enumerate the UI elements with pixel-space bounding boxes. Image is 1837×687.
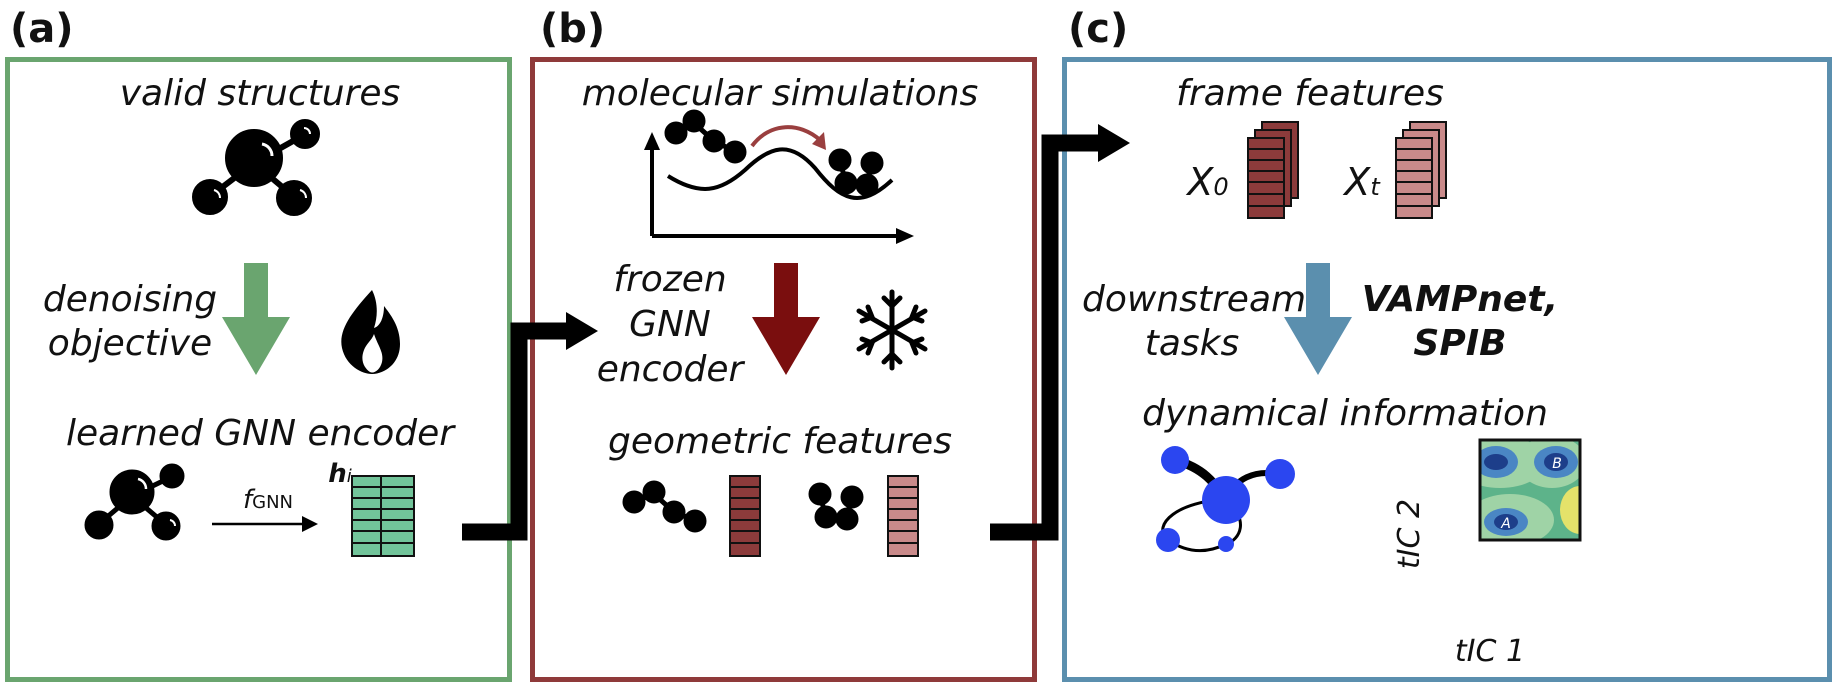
frame-features-label: frame features [1176,73,1444,114]
folded-molecule-bottom-icon [808,482,864,531]
tasks-label: tasks [1144,323,1240,364]
f-gnn-label: fGNN [218,478,318,525]
x0-label: X0 [1168,160,1248,209]
panel-a-letter: (a) [10,6,74,52]
fgnn-arrow-icon [212,516,318,532]
x0-feature-stack-icon [1247,121,1299,219]
chain-molecule-bottom-icon [622,480,707,533]
tic-free-energy-map-icon [1478,438,1582,542]
f-gnn-sub: GNN [252,492,294,513]
encoder-label: encoder [596,349,744,390]
learned-gnn-encoder-label: learned GNN encoder [65,413,455,454]
panel-b-letter: (b) [540,6,606,52]
learned-feature-grid-icon [351,475,415,557]
feature-vector-dark-icon [729,475,761,557]
h-i-label: hi [310,452,370,499]
downstream-arrow-icon [1284,263,1352,375]
feature-vector-light-icon [887,475,919,557]
vampnet-label: VAMPnet, [1361,279,1559,320]
h-main: h [328,459,347,489]
denoising-label: denoising [42,279,218,320]
energy-landscape-plot-icon [644,125,914,244]
xt-main: X [1344,160,1371,204]
connector-a-b-icon [462,312,598,541]
panel-c-frame [1062,57,1832,682]
folded-molecule-top-icon [828,148,884,197]
h-sub: i [346,466,352,487]
geometric-features-label: geometric features [608,421,952,462]
downstream-label: downstream [1082,279,1307,320]
molecule-large-icon [192,119,320,216]
frozen-label: frozen [613,259,727,300]
state-b-label: B [1552,456,1562,472]
xt-sub: t [1370,173,1380,201]
molecule-small-icon [84,463,185,541]
dynamical-information-label: dynamical information [1142,393,1548,434]
denoising-arrow-icon [222,263,290,375]
state-network-graph-icon [1156,446,1295,553]
xt-label: Xt [1322,160,1402,209]
frozen-encoder-arrow-icon [752,263,820,375]
x0-main: X [1187,160,1214,204]
valid-structures-label: valid structures [119,73,401,114]
spib-label: SPIB [1413,323,1507,364]
objective-label: objective [47,323,213,364]
f-gnn-main: f [242,485,253,515]
state-a-label: A [1500,516,1511,532]
x0-sub: 0 [1213,173,1229,201]
chain-molecule-top-icon [664,109,747,164]
panel-a-frame [5,57,512,682]
snowflake-icon [856,289,928,371]
panel-c-letter: (c) [1068,6,1129,52]
xt-feature-stack-icon [1395,121,1447,219]
molecular-simulations-label: molecular simulations [581,73,979,114]
connector-b-c-icon [990,124,1130,541]
gnn-label: GNN [629,304,711,345]
flame-icon [341,290,400,374]
tic1-label: tIC 1 [1454,634,1526,669]
panel-b-frame [530,57,1037,682]
